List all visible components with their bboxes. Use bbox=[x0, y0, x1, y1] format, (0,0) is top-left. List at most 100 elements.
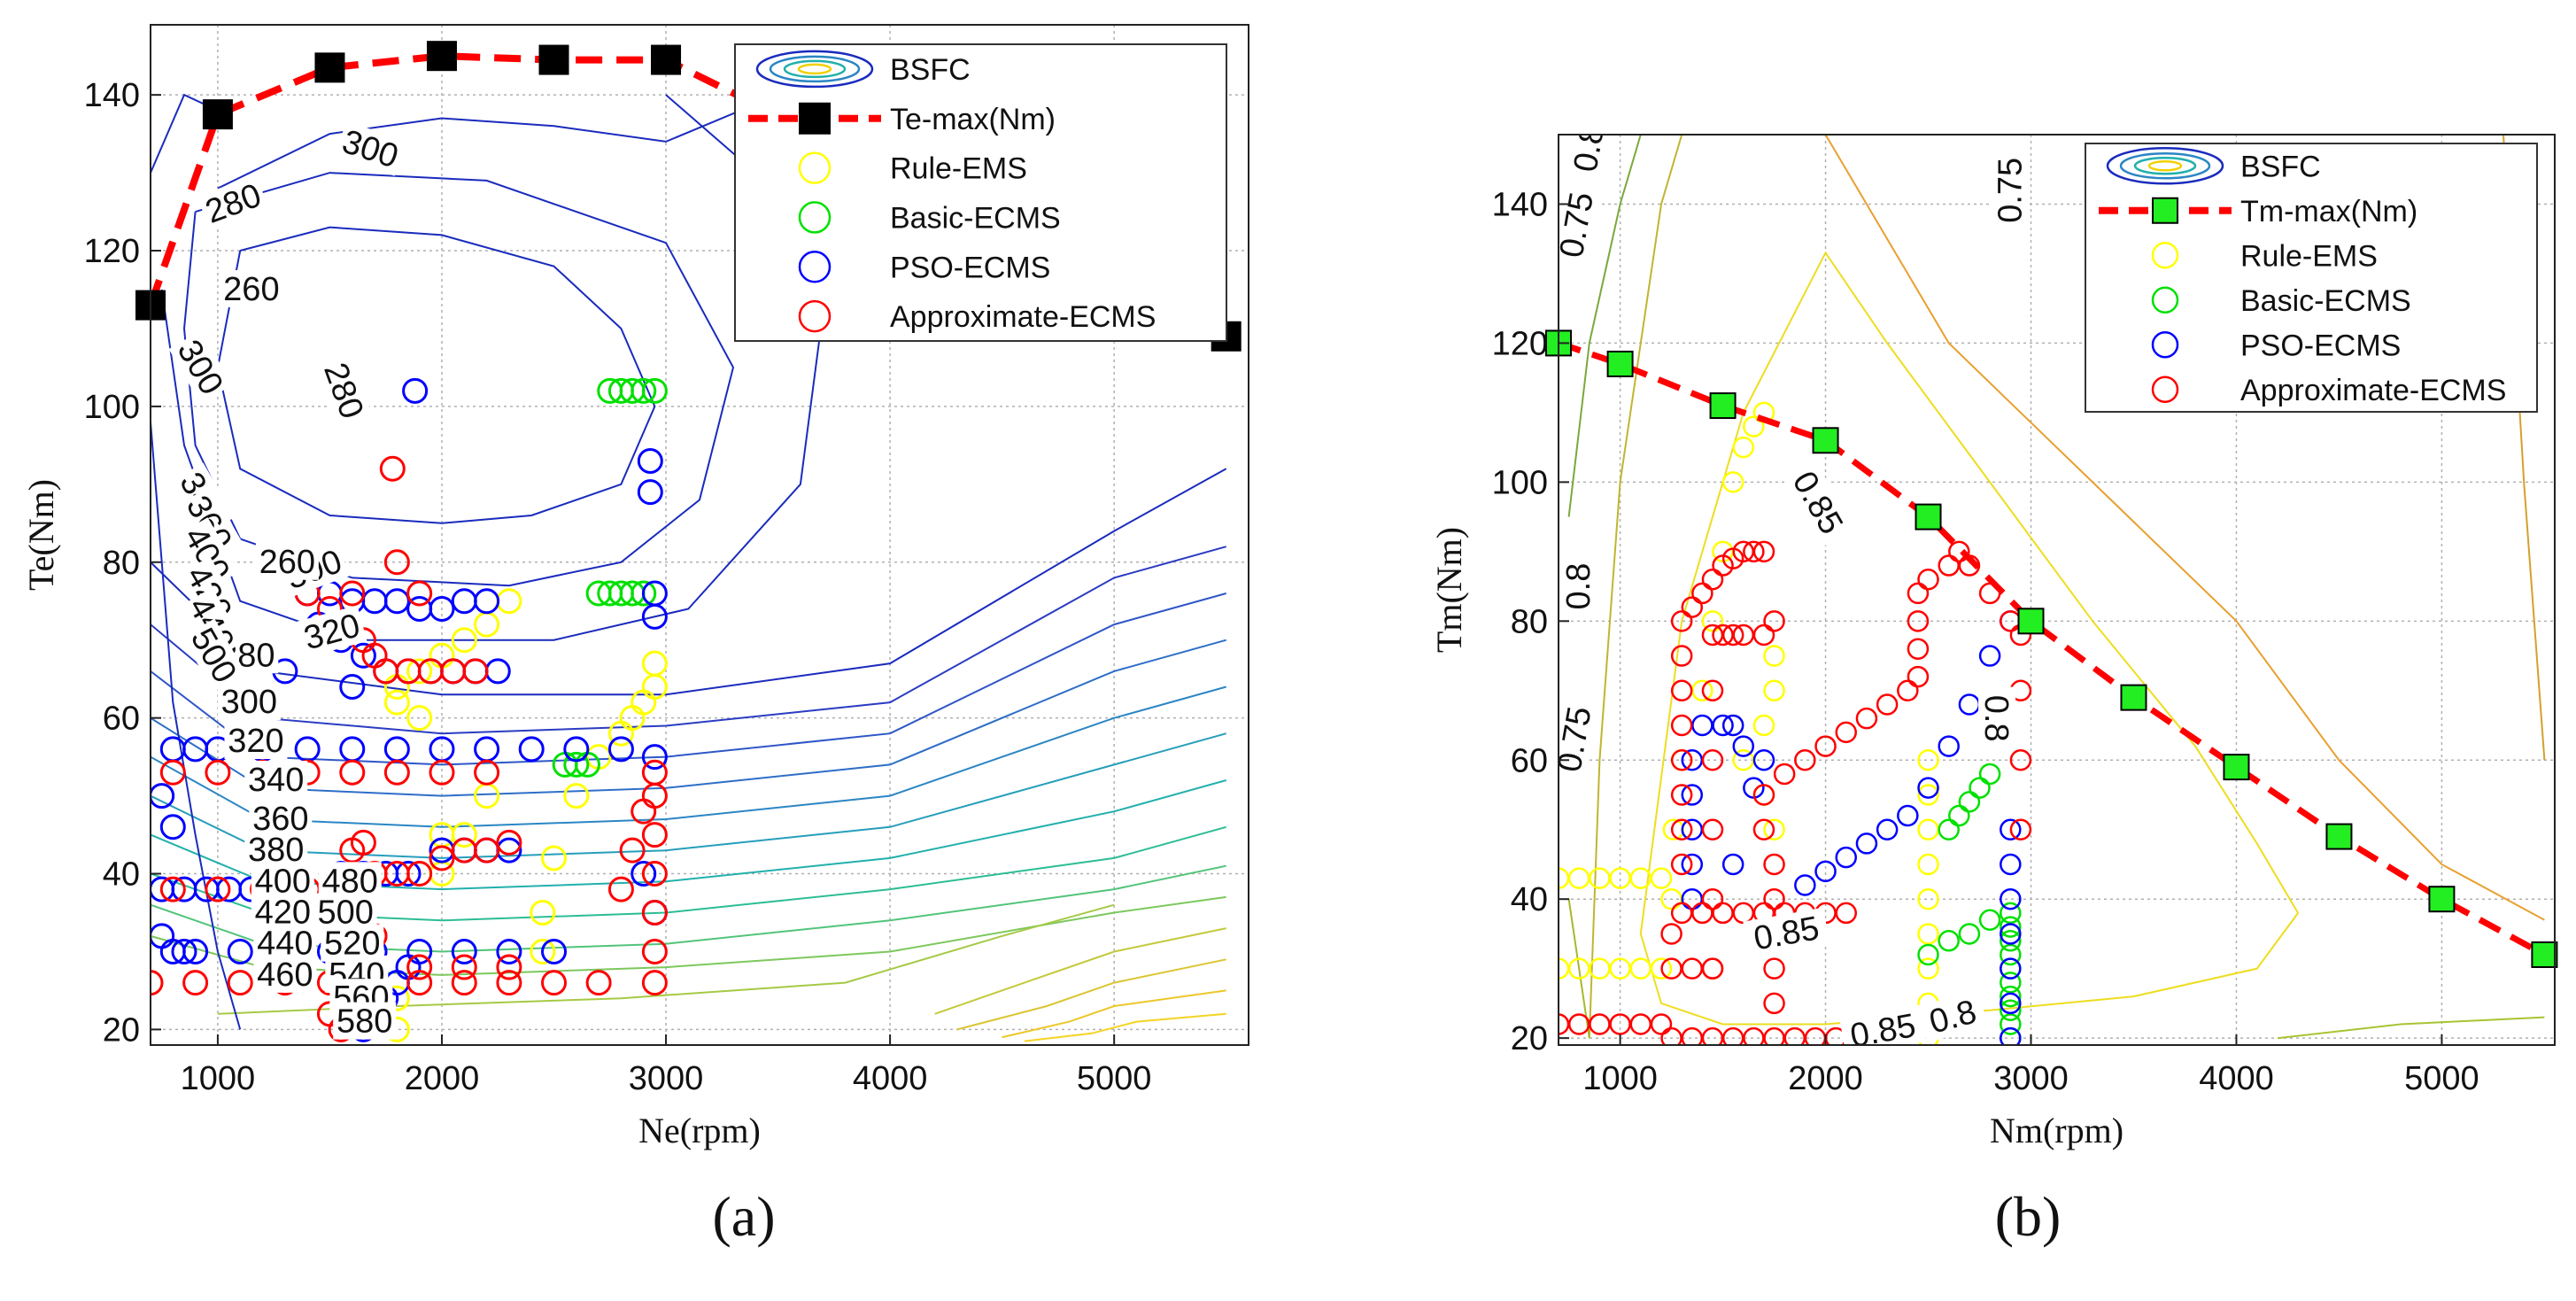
contour-label: 320 bbox=[224, 722, 288, 760]
max-torque-marker bbox=[2223, 754, 2250, 781]
scatter-point-pso-ecms bbox=[630, 861, 657, 887]
contour-label: 0.8 bbox=[1977, 686, 2016, 750]
legend-series-marker bbox=[798, 201, 832, 234]
contour-label-text: 260 bbox=[259, 544, 315, 581]
scatter-point-approximate-ecms bbox=[1752, 540, 1775, 563]
bsfc-contour-line bbox=[1002, 989, 1226, 1039]
y-axis-label: Te(Nm) bbox=[21, 479, 61, 591]
scatter-point-basic-ecms bbox=[2000, 916, 2022, 938]
scatter-point-rule-ems bbox=[1701, 610, 1724, 632]
scatter-point-pso-ecms bbox=[2000, 853, 2022, 876]
legend-box bbox=[2085, 143, 2538, 413]
scatter-point-rule-ems bbox=[1917, 853, 1939, 876]
scatter-point-approximate-ecms bbox=[1835, 721, 1857, 744]
max-torque-marker bbox=[2325, 823, 2353, 850]
y-tick-label: 60 bbox=[1511, 742, 1548, 779]
y-tick-label: 20 bbox=[103, 1011, 140, 1049]
scatter-point-approximate-ecms bbox=[474, 837, 500, 863]
scatter-point-pso-ecms bbox=[1721, 714, 1744, 737]
max-torque-marker bbox=[1606, 350, 1634, 377]
contour-label-text: 260 bbox=[223, 271, 279, 308]
scatter-point-approximate-ecms bbox=[641, 861, 668, 887]
contour-label-bg bbox=[1978, 686, 2016, 750]
scatter-point-approximate-ecms bbox=[406, 580, 433, 607]
bsfc-contour-line bbox=[1824, 135, 2545, 921]
scatter-point-approximate-ecms bbox=[205, 876, 231, 902]
contour-label: 500 bbox=[182, 618, 246, 693]
contour-label-text: 0.8 bbox=[1560, 563, 1597, 610]
legend-label: Approximate-ECMS bbox=[890, 300, 1156, 334]
scatter-point-basic-ecms bbox=[1978, 909, 2001, 931]
scatter-point-approximate-ecms bbox=[1701, 568, 1724, 591]
legend: BSFC Tm-max(Nm) Rule-EMS Basic-ECMS PSO-ECMS… bbox=[2085, 143, 2538, 413]
legend-label: Rule-EMS bbox=[2240, 239, 2378, 273]
scatter-point-pso-ecms bbox=[1938, 735, 1960, 757]
x-axis-label: Nm(rpm) bbox=[1990, 1111, 2123, 1150]
scatter-point-approximate-ecms bbox=[379, 455, 406, 482]
legend-label: PSO-ECMS bbox=[2240, 329, 2401, 362]
x-tick-label: 4000 bbox=[853, 1060, 928, 1097]
contour-label-bg bbox=[1559, 181, 1602, 268]
scatter-point-approximate-ecms bbox=[1855, 707, 1878, 730]
x-tick-label: 5000 bbox=[1077, 1060, 1152, 1097]
scatter-point-rule-ems bbox=[451, 822, 477, 848]
scatter-point-approximate-ecms bbox=[1660, 923, 1683, 945]
scatter-point-pso-ecms bbox=[2000, 1026, 2022, 1045]
scatter-point-basic-ecms bbox=[2000, 1013, 2022, 1035]
scatter-point-approximate-ecms bbox=[641, 822, 668, 848]
scatter-point-rule-ems bbox=[641, 650, 668, 677]
contour-label-bg bbox=[217, 683, 281, 721]
scatter-point-approximate-ecms bbox=[159, 876, 186, 902]
scatter-point-approximate-ecms bbox=[383, 549, 410, 576]
contour-label-bg bbox=[224, 722, 288, 760]
scatter-point-rule-ems bbox=[1763, 645, 1785, 667]
scatter-point-basic-ecms bbox=[1948, 804, 1970, 827]
legend-label: Rule-EMS bbox=[890, 152, 1027, 186]
scatter-point-approximate-ecms bbox=[1743, 540, 1765, 563]
scatter-point-approximate-ecms bbox=[1701, 623, 1724, 647]
scatter-point-basic-ecms bbox=[2000, 902, 2022, 925]
contour-label-bg bbox=[175, 517, 240, 591]
max-torque-marker bbox=[538, 44, 569, 75]
scatter-point-pso-ecms bbox=[641, 603, 668, 630]
scatter-point-approximate-ecms bbox=[496, 829, 522, 856]
axes-frame bbox=[150, 24, 1249, 1046]
scatter-point-approximate-ecms bbox=[1691, 582, 1713, 605]
scatter-point-rule-ems bbox=[530, 900, 556, 926]
scatter-point-pso-ecms bbox=[2000, 923, 2022, 945]
scatter-point-pso-ecms bbox=[1978, 645, 2001, 667]
scatter-point-pso-ecms bbox=[607, 736, 634, 763]
scatter-point-basic-ecms bbox=[1917, 943, 1939, 966]
panel-label: (b) bbox=[1995, 1185, 2062, 1248]
scatter-point-approximate-ecms bbox=[429, 845, 455, 871]
contour-label-bg bbox=[321, 924, 384, 962]
y-tick-label: 120 bbox=[84, 233, 140, 270]
scatter-point-rule-ems bbox=[1917, 749, 1939, 771]
scatter-point-rule-ems bbox=[383, 689, 410, 716]
scatter-point-pso-ecms bbox=[451, 938, 477, 964]
scatter-point-rule-ems bbox=[1763, 818, 1785, 840]
contour-label: 0.8 bbox=[1559, 554, 1597, 618]
contour-label-bg bbox=[296, 605, 367, 658]
scatter-point-approximate-ecms bbox=[541, 970, 568, 996]
bsfc-contour-ring bbox=[2133, 157, 2197, 175]
scatter-point-approximate-ecms bbox=[641, 970, 668, 996]
scatter-point-basic-ecms bbox=[630, 580, 657, 607]
scatter-point-pso-ecms bbox=[182, 938, 209, 964]
contour-label-bg bbox=[168, 330, 233, 404]
contour-label-bg bbox=[197, 174, 269, 232]
scatter-point-approximate-ecms bbox=[1670, 645, 1693, 667]
scatter-point-pso-ecms bbox=[2000, 957, 2022, 980]
bsfc-contour-line bbox=[1567, 135, 1642, 517]
scatter-point-approximate-ecms bbox=[1814, 735, 1837, 757]
scatter-point-pso-ecms bbox=[563, 736, 590, 763]
legend-label: Tm-max(Nm) bbox=[2240, 195, 2417, 228]
scatter-point-approximate-ecms bbox=[1907, 665, 1930, 688]
scatter-point-approximate-ecms bbox=[641, 938, 668, 964]
scatter-point-pso-ecms bbox=[2000, 818, 2022, 840]
scatter-point-pso-ecms bbox=[637, 479, 663, 506]
bsfc-contour-ring bbox=[783, 59, 847, 79]
scatter-point-pso-ecms bbox=[641, 744, 668, 771]
scatter-point-approximate-ecms bbox=[451, 954, 477, 980]
contour-label-bg bbox=[249, 799, 313, 837]
